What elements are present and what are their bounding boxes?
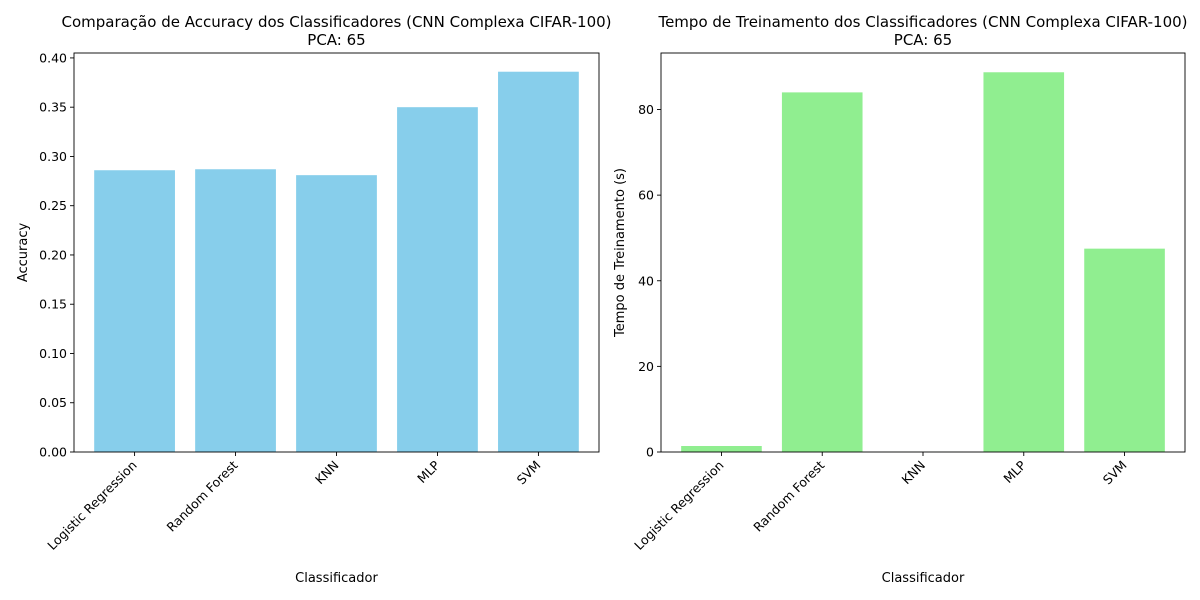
chart-title: Tempo de Treinamento dos Classificadores… (657, 13, 1187, 31)
chart-panel-1: 0.00 0.05 0.10 0.15 0.20 0.25 0.30 0.35 0.40 Logi… (16, 13, 612, 586)
y-tick-label: 0.40 (39, 50, 67, 65)
y-tick-label: 0.30 (39, 149, 67, 164)
x-tick-label: Logistic Regression (631, 458, 726, 553)
y-tick-label: 60 (638, 188, 654, 203)
bar (983, 72, 1065, 453)
y-tick-label: 0.35 (39, 100, 67, 115)
y-tick-label: 40 (638, 273, 654, 288)
chart-title: Comparação de Accuracy dos Classificador… (61, 13, 611, 31)
chart-panel-2: 0 20 40 60 80 Logistic Regression Random Fores… (613, 13, 1188, 586)
bar (681, 446, 762, 452)
x-tick-label: KNN (312, 458, 342, 488)
x-tick-label: SVM (514, 458, 544, 488)
y-axis-label: Accuracy (16, 223, 31, 283)
y-tick-label: 0 (646, 445, 654, 460)
bar (94, 170, 175, 452)
chart-subtitle: PCA: 65 (307, 31, 365, 49)
x-tick-label: Random Forest (164, 457, 241, 534)
y-tick-label: 0.00 (39, 445, 67, 460)
x-tick-label: MLP (414, 457, 443, 486)
y-tick-label: 80 (638, 102, 654, 117)
y-axis-label: Tempo de Treinamento (s) (613, 168, 628, 338)
x-tick-label: SVM (1100, 458, 1130, 488)
y-tick-label: 0.05 (39, 395, 67, 410)
y-tick-label: 0.25 (39, 198, 67, 213)
bar (397, 107, 478, 453)
bar (1084, 248, 1165, 452)
x-tick-label: Random Forest (750, 457, 827, 534)
chart-subtitle: PCA: 65 (894, 31, 952, 49)
y-tick-label: 0.20 (39, 247, 67, 262)
x-tick-label: Logistic Regression (44, 458, 139, 553)
bar (498, 71, 579, 453)
bar (296, 175, 377, 452)
x-tick-label: KNN (898, 458, 928, 488)
x-tick-label: MLP (1000, 457, 1029, 486)
bar (781, 92, 863, 453)
bar (195, 169, 276, 453)
x-axis-label: Classificador (295, 571, 378, 586)
x-axis-label: Classificador (882, 571, 965, 586)
y-tick-label: 0.10 (39, 346, 67, 361)
y-tick-label: 0.15 (39, 297, 67, 312)
y-tick-label: 20 (638, 359, 654, 374)
